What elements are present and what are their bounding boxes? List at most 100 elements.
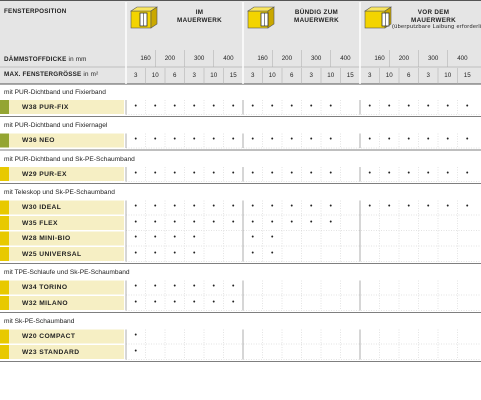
product-label-background (0, 296, 124, 310)
group-title: mit TPE-Schlaufe und Sk-PE-Schaumband (4, 269, 130, 276)
availability-dot: • (407, 169, 410, 177)
availability-dot: • (212, 136, 215, 143)
column-title: VOR DEM MAUERWERK (überputzbare Laibung er… (392, 9, 481, 32)
group-title: mit Sk-PE-Schaumband (4, 318, 75, 325)
availability-dot: • (446, 169, 449, 177)
availability-dot: • (134, 218, 137, 226)
availability-dot: • (154, 298, 157, 306)
availability-dot: • (134, 332, 137, 339)
size-value: 10 (268, 72, 276, 79)
product-color-bar (0, 216, 9, 230)
availability-dot: • (154, 102, 157, 110)
window-in-wall-icon (130, 6, 158, 29)
availability-dot: • (388, 203, 391, 210)
product-color-bar (0, 329, 9, 344)
column-title-line2: MAUERWERK (411, 16, 456, 24)
availability-dot: • (329, 136, 332, 143)
size-value: 10 (210, 72, 218, 79)
product-name: W32 MILANO (22, 299, 68, 307)
availability-dot: • (290, 218, 293, 226)
availability-dot: • (154, 283, 157, 290)
product-name: W25 UNIVERSAL (22, 250, 82, 258)
availability-dot: • (466, 169, 469, 177)
availability-dot: • (290, 203, 293, 210)
availability-dot: • (232, 218, 235, 226)
product-color-bar (0, 167, 9, 181)
thickness-value: 300 (427, 55, 439, 62)
group-title: mit PUR-Dichtband und Fixiernagel (4, 122, 108, 129)
availability-dot: • (212, 218, 215, 226)
availability-dot: • (193, 249, 196, 257)
availability-dot: • (154, 218, 157, 226)
availability-dot: • (368, 169, 371, 177)
availability-dot: • (310, 203, 313, 210)
size-value: 3 (251, 72, 255, 79)
availability-dot: • (310, 136, 313, 143)
product-color-bar (0, 247, 9, 261)
size-value: 15 (463, 72, 471, 79)
availability-dot: • (310, 102, 313, 110)
size-value: 15 (346, 72, 354, 79)
thickness-value: 200 (398, 55, 410, 62)
product-label-background (0, 247, 124, 261)
product-name: W23 STANDARD (22, 348, 80, 356)
availability-dot: • (232, 298, 235, 306)
availability-dot: • (134, 249, 137, 257)
group-title: mit Teleskop und Sk-PE-Schaumband (4, 189, 115, 196)
header-background (0, 0, 481, 84)
availability-dot: • (154, 249, 157, 257)
availability-dot: • (388, 136, 391, 143)
product-name: W34 TORINO (22, 284, 68, 292)
availability-dot: • (193, 283, 196, 290)
thickness-value: 160 (374, 55, 385, 62)
column-title-line1: VOR DEM (417, 9, 450, 16)
availability-dot: • (310, 218, 313, 226)
size-value: 15 (229, 72, 237, 79)
availability-dot: • (134, 169, 137, 177)
availability-dot: • (193, 234, 196, 241)
size-value: 6 (407, 72, 411, 79)
product-label-background (0, 345, 124, 359)
availability-dot: • (212, 169, 215, 177)
availability-dot: • (193, 203, 196, 210)
availability-dot: • (329, 102, 332, 110)
insulation-label: DÄMMSTOFFDICKE in mm (4, 56, 87, 63)
availability-dot: • (388, 102, 391, 110)
availability-dot: • (251, 136, 254, 143)
group-title: mit PUR-Dichtband und Fixierband (4, 88, 106, 96)
availability-dot: • (271, 102, 274, 110)
product-name: W35 FLEX (22, 219, 58, 227)
column-title-line1: BÜNDIG ZUM (294, 9, 339, 16)
availability-dot: • (329, 203, 332, 210)
availability-dot: • (251, 218, 254, 226)
availability-dot: • (134, 136, 137, 143)
group-title: mit PUR-Dichtband und Sk-PE-Schaumband (4, 155, 135, 163)
availability-dot: • (154, 169, 157, 177)
product-label-background (0, 329, 124, 344)
size-value: 6 (173, 72, 177, 79)
product-label-background (0, 231, 124, 246)
column-title: IM MAUERWERK (158, 9, 241, 24)
size-value: 3 (426, 72, 430, 79)
availability-dot: • (193, 136, 196, 143)
availability-dot: • (466, 102, 469, 110)
thickness-value: 160 (257, 55, 268, 62)
availability-dot: • (329, 169, 332, 177)
availability-dot: • (251, 203, 254, 210)
column-title: BÜNDIG ZUM MAUERWERK (275, 9, 358, 24)
availability-dot: • (212, 283, 215, 290)
availability-dot: • (310, 169, 313, 177)
availability-dot: • (173, 136, 176, 143)
product-label-background (0, 280, 124, 295)
product-color-bar (0, 231, 9, 246)
availability-dot: • (173, 298, 176, 306)
availability-dot: • (368, 136, 371, 143)
product-color-bar (0, 296, 9, 310)
availability-dot: • (427, 136, 430, 143)
availability-dot: • (290, 102, 293, 110)
availability-dot: • (407, 102, 410, 110)
availability-dot: • (232, 102, 235, 110)
thickness-value: 200 (281, 55, 293, 62)
availability-dot: • (251, 169, 254, 177)
availability-dot: • (446, 203, 449, 210)
